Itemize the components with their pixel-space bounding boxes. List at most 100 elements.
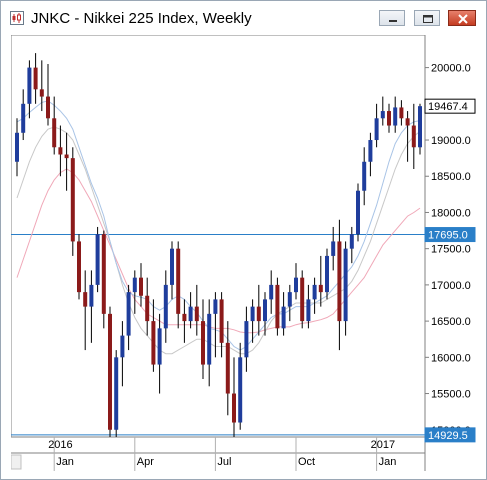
candle	[269, 270, 274, 314]
candle	[393, 96, 398, 133]
last-price-label-bg	[424, 98, 476, 114]
ma-fast-line	[16, 100, 421, 351]
ma-mid-line	[16, 126, 421, 355]
hline-label-0: 17695.0	[428, 230, 468, 242]
x-month-label: Oct	[298, 456, 315, 468]
candle	[225, 321, 230, 416]
hline-label-0-bg	[424, 227, 476, 243]
plot-area	[11, 35, 426, 438]
candle	[213, 292, 218, 358]
candle	[287, 284, 292, 322]
candle	[77, 234, 81, 300]
candle	[163, 270, 168, 343]
candle	[244, 306, 249, 372]
candle	[95, 226, 100, 293]
ma-slow-line	[16, 168, 421, 334]
hline-label-1: 14929.5	[428, 430, 468, 442]
candle	[89, 270, 94, 343]
candle	[380, 96, 385, 126]
candle	[46, 63, 50, 126]
candle	[64, 132, 69, 191]
candle	[294, 263, 298, 300]
candle	[201, 299, 205, 380]
candle	[207, 299, 212, 387]
candle	[145, 277, 150, 336]
candle	[194, 284, 199, 336]
y-tick-label: 16500.0	[431, 316, 471, 328]
candle	[331, 226, 336, 271]
candle	[238, 342, 243, 430]
candle	[39, 60, 44, 112]
candle	[182, 299, 187, 343]
close-icon	[458, 14, 468, 24]
y-tick-label: 18000.0	[431, 207, 471, 219]
candle	[157, 313, 162, 394]
candle	[368, 132, 373, 177]
candle	[356, 183, 360, 242]
candle	[387, 103, 391, 133]
x-month-label: Jan	[56, 456, 74, 468]
chart-app-icon	[10, 11, 24, 25]
candle	[170, 241, 174, 300]
candle	[411, 103, 416, 169]
candle	[219, 292, 224, 358]
candle	[318, 255, 323, 307]
y-tick-label: 15500.0	[431, 389, 471, 401]
candle	[418, 103, 422, 155]
y-tick-label: 19000.0	[431, 135, 471, 147]
price-chart[interactable]: 20000.019500.019000.018500.018000.017500…	[11, 35, 477, 471]
x-month-label: Apr	[137, 456, 154, 468]
candle	[405, 111, 410, 162]
hline-label-1-bg	[424, 427, 476, 443]
y-tick-label: 16000.0	[431, 352, 471, 364]
x-year-label: 2016	[48, 439, 72, 451]
restore-button[interactable]	[414, 10, 440, 26]
close-button[interactable]	[448, 10, 476, 26]
candle	[176, 241, 181, 329]
candle	[120, 321, 125, 387]
candle	[343, 241, 348, 336]
candle	[52, 96, 57, 155]
candle	[108, 306, 112, 437]
candle	[312, 277, 317, 314]
title-bar[interactable]: JNKC - Nikkei 225 Index, Weekly	[1, 1, 486, 35]
y-tick-label: 17000.0	[431, 280, 471, 292]
restore-icon	[423, 15, 433, 23]
candle	[232, 357, 236, 437]
candle	[281, 292, 286, 336]
candle	[263, 292, 267, 336]
candle	[256, 284, 261, 336]
y-tick-label: 18500.0	[431, 171, 471, 183]
candle	[337, 219, 342, 351]
candle	[132, 270, 137, 314]
candle	[399, 100, 404, 126]
y-tick-label: 17500.0	[431, 244, 471, 256]
candle	[126, 284, 131, 351]
candle	[21, 89, 26, 141]
minimize-icon	[389, 20, 397, 22]
candle	[275, 277, 280, 336]
candle	[58, 125, 63, 177]
candle	[15, 118, 19, 177]
x-month-label: Jan	[379, 456, 397, 468]
candle	[83, 270, 88, 351]
candle	[349, 226, 354, 264]
candle	[306, 284, 311, 329]
y-tick-label: 20000.0	[431, 63, 471, 75]
candle	[33, 53, 38, 104]
candle	[139, 263, 143, 307]
x-month-label: Jul	[217, 456, 231, 468]
candle	[151, 299, 156, 372]
candle	[27, 60, 32, 119]
candle	[374, 103, 379, 148]
last-price-label: 19467.4	[428, 101, 468, 113]
candle	[70, 147, 75, 256]
window-title: JNKC - Nikkei 225 Index, Weekly	[31, 10, 252, 27]
candle	[250, 299, 255, 343]
candle	[114, 350, 119, 437]
minimize-button[interactable]	[379, 10, 405, 26]
scroll-handle[interactable]	[11, 454, 22, 470]
candle	[300, 270, 305, 329]
candle	[362, 147, 367, 206]
